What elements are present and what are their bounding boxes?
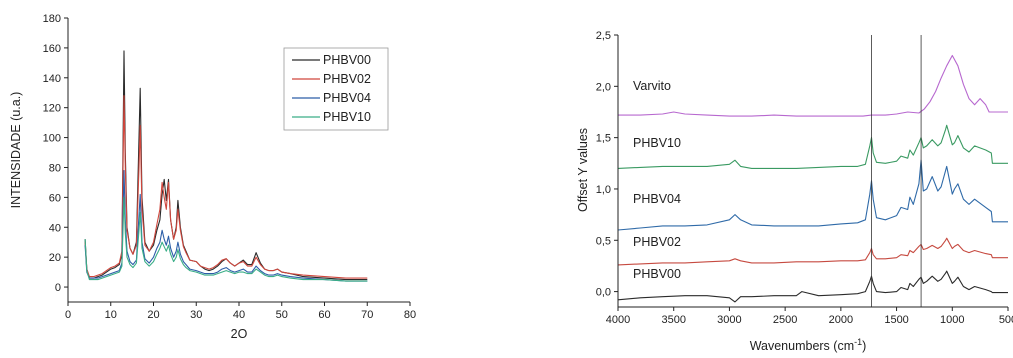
xrd-x-tick-label: 30 — [190, 309, 202, 321]
xrd-y-tick-label: 120 — [43, 103, 61, 115]
ftir-plot-area — [617, 35, 1008, 307]
ftir-label-phbv02: PHBV02 — [633, 235, 681, 249]
ftir-y-tick-label: 2,0 — [596, 81, 611, 93]
ftir-x-tick-label: 3500 — [661, 314, 685, 326]
ftir-x-tick-label: 1000 — [940, 314, 964, 326]
xrd-x-axis-title: 2O — [231, 327, 248, 341]
xrd-y-tick-label: 140 — [43, 73, 61, 85]
xrd-chart: 0 10 20 30 40 50 60 70 80 0 20 40 60 80 100 120 140 160 18… — [9, 13, 416, 341]
xrd-y-tick-label: 0 — [55, 282, 61, 294]
xrd-x-tick-label: 20 — [147, 309, 159, 321]
xrd-y-tick-label: 180 — [43, 13, 61, 25]
xrd-y-tick-label: 20 — [49, 252, 61, 264]
ftir-label-varvito: Varvito — [633, 79, 671, 93]
ftir-label-phbv00: PHBV00 — [633, 267, 681, 281]
ftir-y-tick-label: 1,0 — [596, 184, 611, 196]
ftir-x-tick-label: 3000 — [717, 314, 741, 326]
xrd-legend-label-phbv10: PHBV10 — [323, 110, 371, 124]
ftir-x-tick-label: 4000 — [606, 314, 630, 326]
xrd-series-line-phbv10 — [84, 196, 368, 282]
xrd-x-tick-label: 80 — [404, 309, 416, 321]
xrd-axes: 0 10 20 30 40 50 60 70 80 0 20 40 60 80 100 120 140 160 18… — [43, 13, 416, 321]
ftir-x-axis-title: Wavenumbers (cm-1) — [750, 337, 867, 353]
xrd-y-axis-title: INTENSIDADE (u.a.) — [9, 92, 23, 209]
ftir-x-tick-label: 2500 — [773, 314, 797, 326]
ftir-series-line-varvito — [618, 54, 1008, 117]
xrd-y-tick-label: 60 — [49, 192, 61, 204]
ftir-x-tick-label: 500 — [999, 314, 1013, 326]
xrd-legend-label-phbv00: PHBV00 — [323, 53, 371, 67]
xrd-y-tick-label: 80 — [49, 162, 61, 174]
ftir-series-line-phbv00 — [617, 270, 1008, 303]
ftir-y-tick-label: 0,0 — [596, 287, 611, 299]
ftir-series-line-phbv02 — [617, 237, 1008, 266]
ftir-x-tick-label: 2000 — [829, 314, 853, 326]
ftir-label-phbv04: PHBV04 — [633, 192, 681, 206]
xrd-x-tick-label: 70 — [361, 309, 373, 321]
xrd-y-tick-label: 100 — [43, 133, 61, 145]
ftir-chart: 4000 3500 3000 2500 2000 1500 1000 500 0,0 0,5 1,0… — [576, 30, 1013, 353]
ftir-axes: 4000 3500 3000 2500 2000 1500 1000 500 0,0 0,5 1,0… — [596, 30, 1013, 326]
xrd-x-tick-label: 40 — [233, 309, 245, 321]
ftir-y-tick-label: 1,5 — [596, 133, 611, 145]
ftir-series-line-phbv10 — [617, 124, 1008, 169]
ftir-label-phbv10: PHBV10 — [633, 136, 681, 150]
ftir-y-axis-title: Offset Y values — [576, 128, 590, 212]
xrd-legend-box — [283, 47, 389, 131]
ftir-y-tick-label: 0,5 — [596, 235, 611, 247]
xrd-x-tick-label: 60 — [318, 309, 330, 321]
xrd-legend-label-phbv04: PHBV04 — [323, 91, 371, 105]
xrd-legend: PHBV00 PHBV02 PHBV04 PHBV10 — [283, 47, 389, 131]
xrd-x-tick-label: 50 — [276, 309, 288, 321]
xrd-series-line-phbv02 — [84, 95, 368, 279]
xrd-plot-area — [84, 50, 368, 282]
xrd-x-tick-label: 0 — [65, 309, 71, 321]
xrd-y-tick-label: 160 — [43, 43, 61, 55]
xrd-legend-label-phbv02: PHBV02 — [323, 72, 371, 86]
ftir-y-tick-label: 2,5 — [596, 30, 611, 42]
ftir-x-tick-label: 1500 — [884, 314, 908, 326]
ftir-series-line-phbv04 — [617, 159, 1008, 231]
xrd-x-tick-label: 10 — [105, 309, 117, 321]
xrd-y-tick-label: 40 — [49, 222, 61, 234]
